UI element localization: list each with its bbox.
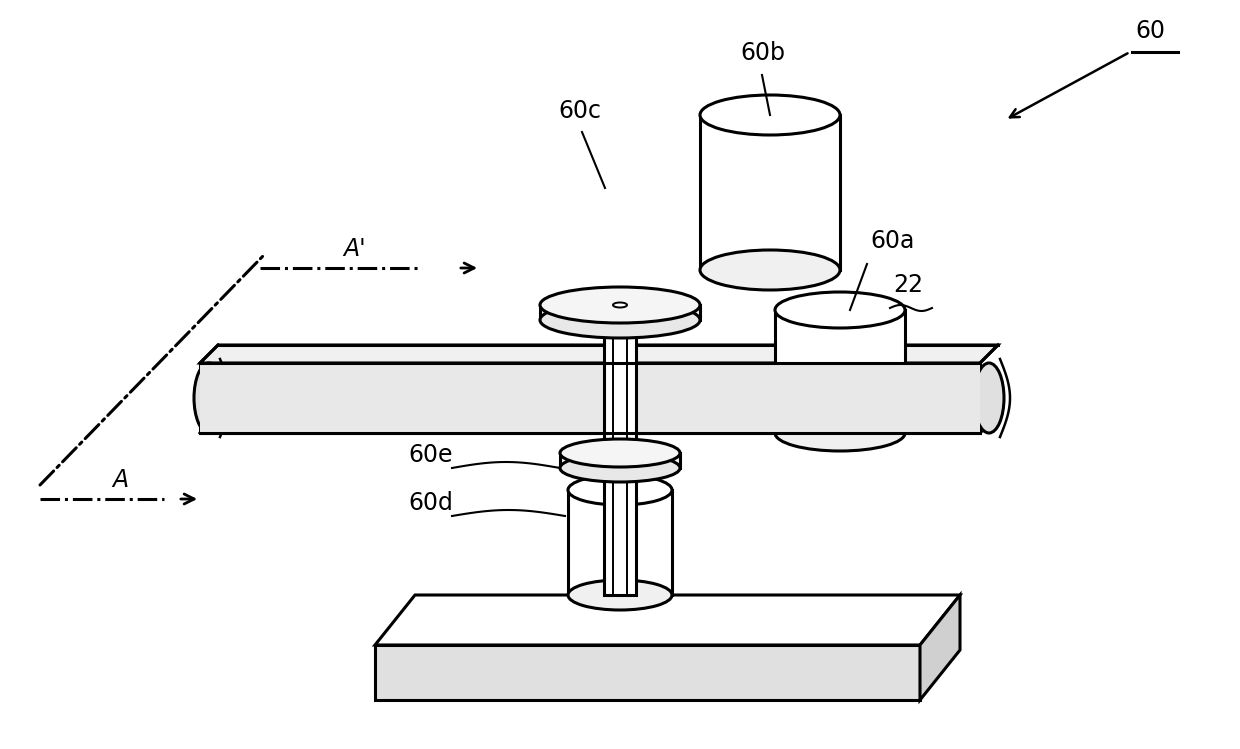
- Text: 22: 22: [893, 273, 923, 297]
- Text: 60e: 60e: [408, 443, 453, 467]
- Polygon shape: [374, 645, 920, 700]
- Text: 60a: 60a: [870, 229, 914, 253]
- Ellipse shape: [568, 580, 672, 610]
- Polygon shape: [374, 595, 960, 645]
- Ellipse shape: [701, 95, 839, 135]
- Ellipse shape: [701, 250, 839, 290]
- Text: 60d: 60d: [408, 491, 453, 515]
- Polygon shape: [701, 115, 839, 270]
- Ellipse shape: [973, 363, 1004, 433]
- Ellipse shape: [193, 363, 224, 433]
- Ellipse shape: [613, 303, 627, 308]
- Polygon shape: [539, 305, 701, 320]
- Text: 60b: 60b: [740, 41, 785, 65]
- Ellipse shape: [775, 415, 905, 451]
- Polygon shape: [568, 490, 672, 595]
- Polygon shape: [775, 310, 905, 433]
- Ellipse shape: [610, 487, 630, 493]
- Ellipse shape: [539, 287, 701, 323]
- Text: A': A': [343, 237, 366, 261]
- Polygon shape: [560, 453, 680, 468]
- Text: 60: 60: [1135, 19, 1166, 43]
- Polygon shape: [200, 345, 998, 363]
- Ellipse shape: [568, 475, 672, 505]
- FancyBboxPatch shape: [604, 305, 636, 595]
- Text: A: A: [112, 468, 128, 492]
- Ellipse shape: [560, 439, 680, 467]
- Polygon shape: [920, 595, 960, 700]
- Polygon shape: [200, 363, 980, 433]
- Ellipse shape: [539, 302, 701, 338]
- Text: 60c: 60c: [558, 99, 601, 123]
- Polygon shape: [200, 363, 980, 433]
- Ellipse shape: [775, 292, 905, 328]
- Ellipse shape: [560, 454, 680, 482]
